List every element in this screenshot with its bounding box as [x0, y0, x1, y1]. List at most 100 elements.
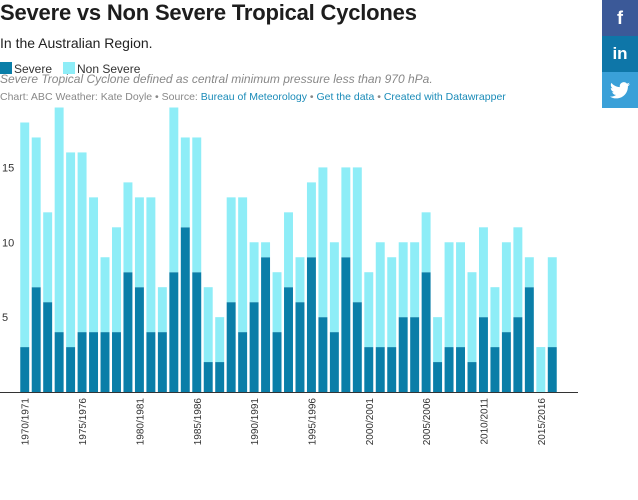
x-tick-label: 2010/2011	[479, 398, 490, 445]
legend-label-severe: Severe	[14, 62, 53, 76]
bar-non-severe-2005/2006	[421, 212, 431, 273]
linkedin-share-button[interactable]: in	[602, 36, 638, 72]
chart-title: Severe vs Non Severe Tropical Cyclones	[0, 0, 417, 25]
facebook-share-button[interactable]: f	[602, 0, 638, 36]
y-tick-label: 5	[2, 312, 8, 324]
bar-severe-1992/1993	[272, 332, 282, 392]
bar-non-severe-1973/1974	[54, 107, 64, 333]
bar-non-severe-1970/1971	[20, 122, 30, 348]
bar-severe-2008/2009	[456, 347, 465, 392]
bar-severe-2009/2010	[467, 362, 477, 392]
source-separator: •	[306, 91, 317, 103]
bar-non-severe-1996/1997	[318, 167, 328, 318]
bar-severe-2014/2015	[524, 287, 534, 392]
bar-severe-1971/1972	[31, 287, 41, 392]
bar-non-severe-1987/1988	[215, 317, 225, 363]
bar-non-severe-2000/2001	[364, 272, 374, 348]
bar-non-severe-1991/1992	[261, 242, 271, 258]
bar-non-severe-1971/1972	[31, 137, 41, 288]
x-tick-label: 1975/1976	[78, 398, 89, 446]
bar-non-severe-2008/2009	[456, 242, 465, 348]
bar-severe-2001/2002	[375, 347, 385, 392]
bar-severe-2010/2011	[478, 317, 488, 392]
bar-non-severe-2014/2015	[524, 257, 534, 288]
legend-item-non-severe: Non Severe	[63, 62, 140, 76]
bar-non-severe-1975/1976	[77, 152, 87, 333]
bar-severe-1983/1984	[169, 272, 179, 392]
bar-non-severe-1974/1975	[66, 152, 76, 348]
bar-non-severe-1982/1983	[157, 287, 167, 333]
bar-severe-1994/1995	[295, 302, 305, 392]
bar-non-severe-1998/1999	[341, 167, 351, 258]
bar-severe-1998/1999	[341, 257, 351, 392]
bar-severe-2005/2006	[421, 272, 431, 392]
bar-severe-1989/1990	[238, 332, 248, 392]
source-separator: •	[374, 91, 384, 103]
get-data-link[interactable]: Get the data	[316, 91, 375, 103]
x-tick-label: 2000/2001	[365, 398, 376, 446]
bar-severe-1979/1980	[123, 272, 133, 392]
bar-non-severe-1992/1993	[272, 272, 282, 333]
x-tick-label: 1970/1971	[21, 398, 32, 446]
bar-severe-1980/1981	[134, 287, 144, 392]
bar-non-severe-2001/2002	[375, 242, 385, 348]
bar-severe-1970/1971	[20, 347, 30, 392]
bar-non-severe-1977/1978	[100, 257, 110, 333]
bar-non-severe-1978/1979	[112, 227, 121, 333]
bar-severe-1995/1996	[306, 257, 316, 392]
bar-severe-1997/1998	[329, 332, 339, 392]
bar-non-severe-1999/2000	[352, 167, 362, 303]
bar-non-severe-2013/2014	[513, 227, 523, 318]
bar-non-severe-1972/1973	[43, 212, 53, 303]
bar-severe-1986/1987	[203, 362, 213, 392]
bar-severe-1978/1979	[112, 332, 121, 392]
bar-severe-1976/1977	[89, 332, 99, 392]
bar-severe-2006/2007	[433, 362, 443, 392]
bar-severe-1987/1988	[215, 362, 225, 392]
bar-severe-1973/1974	[54, 332, 64, 392]
bar-non-severe-1989/1990	[238, 197, 248, 333]
bar-non-severe-2011/2012	[490, 287, 500, 348]
linkedin-icon: in	[612, 44, 628, 63]
bar-severe-1991/1992	[261, 257, 271, 392]
x-tick-label: 1980/1981	[135, 398, 146, 446]
datawrapper-link[interactable]: Created with Datawrapper	[383, 91, 506, 103]
bar-non-severe-1995/1996	[306, 182, 316, 258]
chart-note: Severe Tropical Cyclone defined as centr…	[0, 72, 433, 86]
x-axis: 1970/1971 1975/1976 1980/1981 1985/1986 1990…	[21, 398, 548, 446]
bar-severe-1981/1982	[146, 332, 156, 392]
bar-severe-1990/1991	[249, 302, 259, 392]
bar-severe-1988/1989	[226, 302, 236, 392]
x-tick-label: 2015/2016	[537, 398, 548, 446]
bar-chart: 5 10 15 1970/1971 1975/1976 1980/1981 1985/19…	[0, 107, 578, 446]
bar-severe-1993/1994	[284, 287, 293, 392]
twitter-share-button[interactable]	[602, 72, 638, 108]
source-link[interactable]: Bureau of Meteorology	[200, 91, 307, 103]
bar-severe-1985/1986	[192, 272, 202, 392]
bar-non-severe-1980/1981	[134, 197, 144, 288]
twitter-icon	[610, 81, 630, 98]
bar-non-severe-2003/2004	[398, 242, 408, 318]
bar-non-severe-1984/1985	[180, 137, 190, 228]
y-tick-label: 10	[2, 237, 14, 249]
bar-severe-1999/2000	[352, 302, 362, 392]
bar-non-severe-2002/2003	[387, 257, 397, 348]
bar-non-severe-2006/2007	[433, 317, 443, 363]
bar-non-severe-1976/1977	[89, 197, 99, 333]
bar-severe-1984/1985	[180, 227, 190, 392]
source-line: Chart: ABC Weather: Kate Doyle • Source:…	[0, 91, 506, 103]
x-tick-label: 1990/1991	[250, 398, 261, 446]
x-tick-label: 2005/2006	[422, 398, 433, 446]
bar-non-severe-1983/1984	[169, 107, 179, 273]
bar-non-severe-2007/2008	[444, 242, 454, 348]
bar-severe-1996/1997	[318, 317, 328, 392]
bar-severe-2003/2004	[398, 317, 408, 392]
bar-severe-1977/1978	[100, 332, 110, 392]
bar-non-severe-1994/1995	[295, 257, 305, 303]
y-axis: 5 10 15	[2, 162, 14, 324]
bar-severe-1974/1975	[66, 347, 76, 392]
bar-non-severe-1981/1982	[146, 197, 156, 333]
bar-non-severe-1997/1998	[329, 242, 339, 333]
bar-non-severe-1988/1989	[226, 197, 236, 303]
bar-non-severe-2012/2013	[501, 242, 511, 333]
